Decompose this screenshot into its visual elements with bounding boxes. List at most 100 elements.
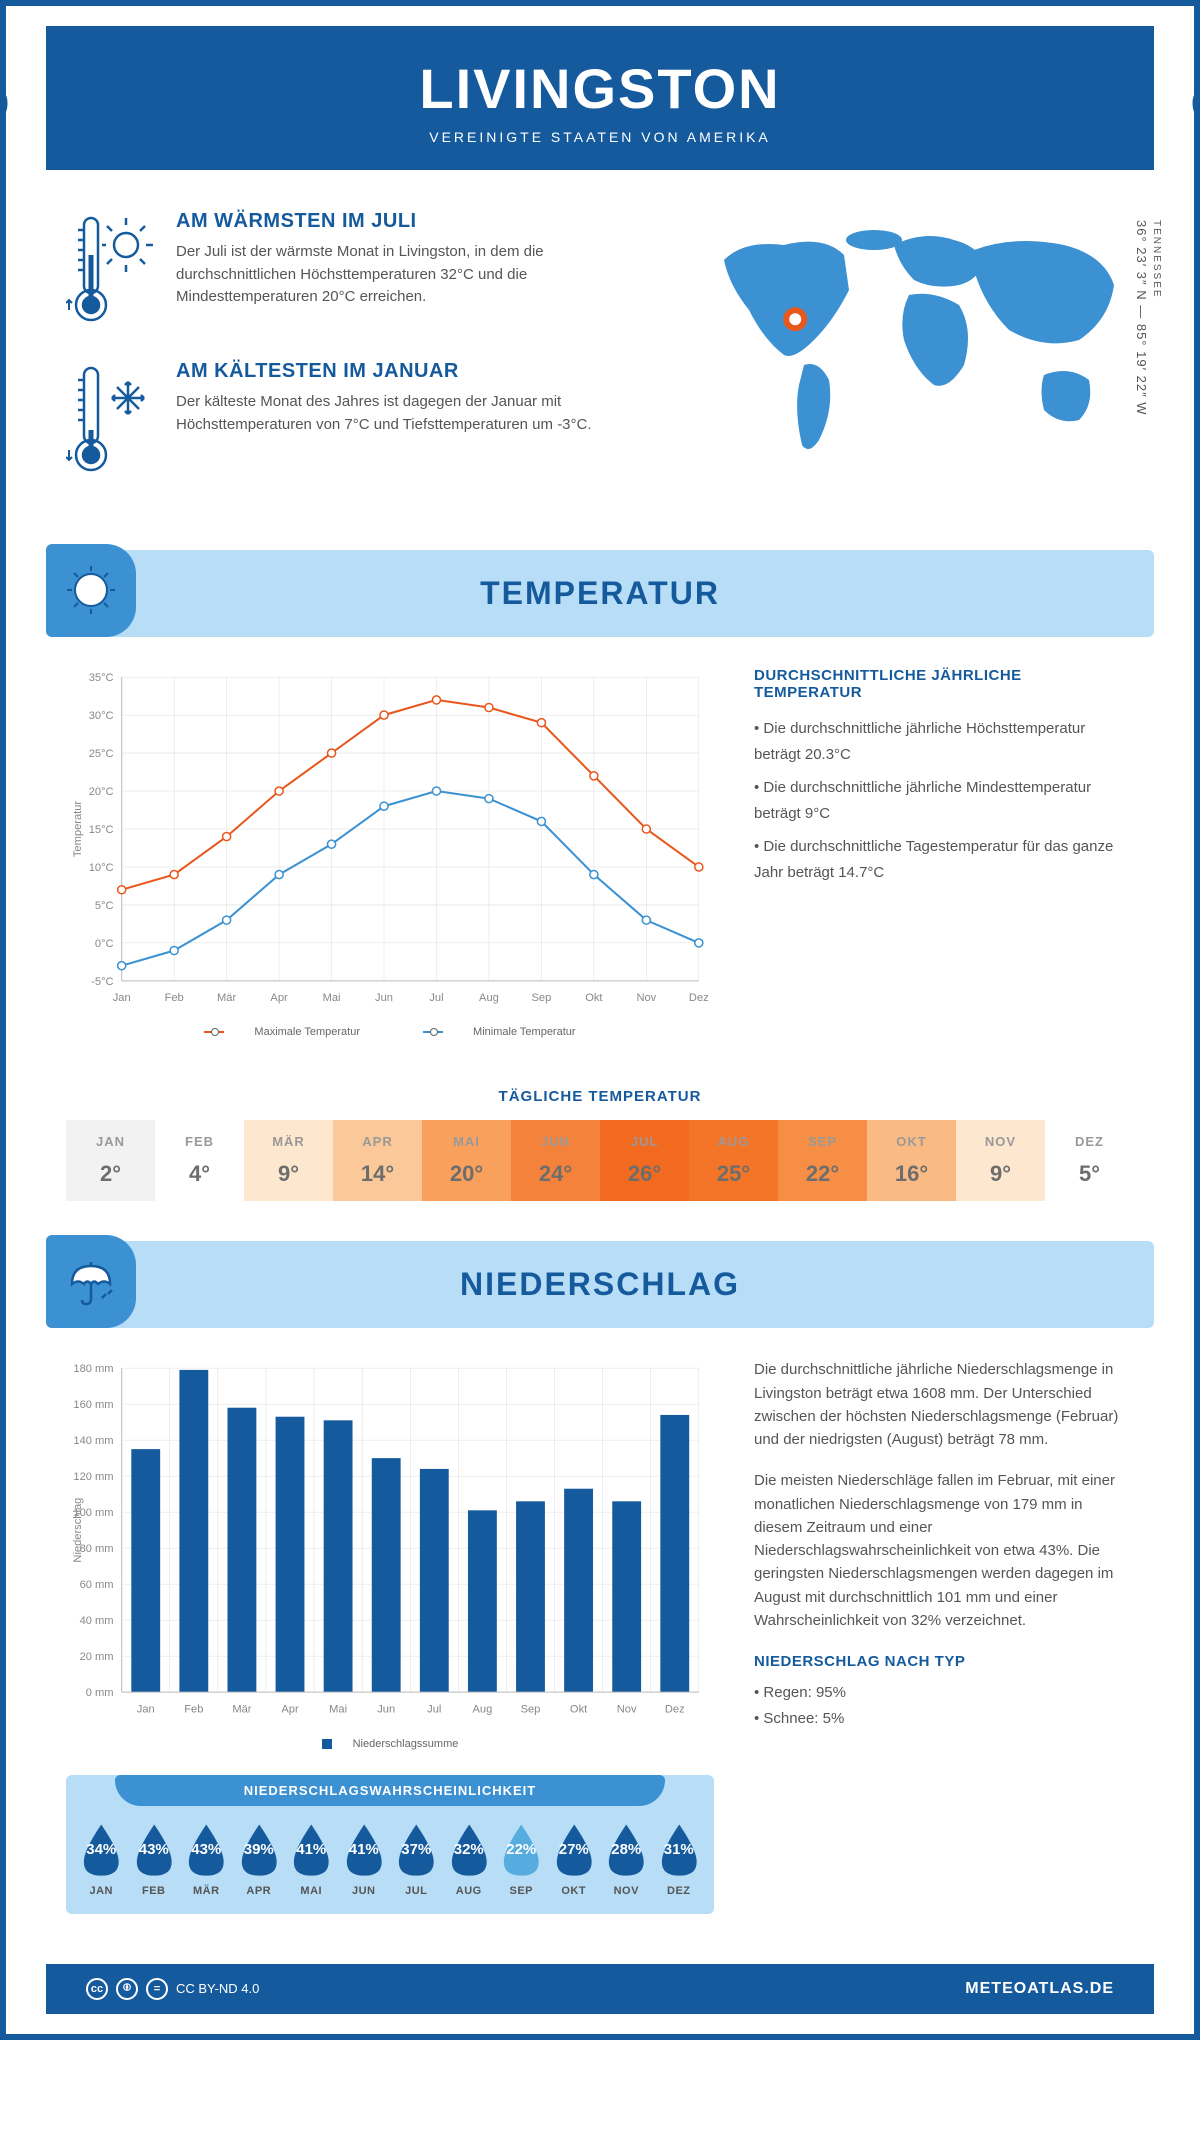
prob-month: MÄR bbox=[183, 1885, 230, 1897]
precip-section-header: NIEDERSCHLAG bbox=[46, 1241, 1154, 1328]
legend-precip: Niederschlagssumme bbox=[353, 1738, 459, 1750]
daily-temp-cell: JUL26° bbox=[600, 1120, 689, 1201]
prob-cell: 31% DEZ bbox=[656, 1821, 703, 1897]
daily-temp-cell: SEP22° bbox=[778, 1120, 867, 1201]
svg-text:0 mm: 0 mm bbox=[86, 1687, 114, 1699]
world-map: TENNESSEE 36° 23′ 3″ N — 85° 19′ 22″ W bbox=[694, 210, 1134, 510]
svg-text:160 mm: 160 mm bbox=[73, 1399, 113, 1411]
precip-chart-legend: Niederschlagssumme bbox=[66, 1738, 714, 1750]
daily-value: 4° bbox=[159, 1161, 240, 1187]
city-title: LIVINGSTON bbox=[66, 56, 1134, 121]
prob-value: 34% bbox=[86, 1841, 116, 1858]
coordinates: TENNESSEE 36° 23′ 3″ N — 85° 19′ 22″ W bbox=[1134, 220, 1164, 416]
svg-text:Jan: Jan bbox=[113, 992, 131, 1004]
precip-heading: NIEDERSCHLAG bbox=[66, 1266, 1134, 1303]
nd-icon: = bbox=[146, 1978, 168, 2000]
sun-icon bbox=[64, 563, 119, 618]
daily-temp-cell: FEB 4° bbox=[155, 1120, 244, 1201]
svg-text:Dez: Dez bbox=[665, 1704, 685, 1716]
svg-text:Apr: Apr bbox=[281, 1704, 299, 1716]
svg-text:Jul: Jul bbox=[427, 1704, 441, 1716]
prob-cell: 41% JUN bbox=[341, 1821, 388, 1897]
daily-month: SEP bbox=[782, 1134, 863, 1149]
raindrop-icon: 27% bbox=[551, 1821, 598, 1879]
svg-text:Jun: Jun bbox=[377, 1704, 395, 1716]
prob-value: 39% bbox=[244, 1841, 274, 1858]
svg-text:Feb: Feb bbox=[184, 1704, 203, 1716]
legend-min: Minimale Temperatur bbox=[473, 1026, 576, 1038]
overview-section: AM WÄRMSTEN IM JULI Der Juli ist der wär… bbox=[6, 170, 1194, 540]
prob-cell: 39% APR bbox=[236, 1821, 283, 1897]
legend-max: Maximale Temperatur bbox=[254, 1026, 360, 1038]
svg-text:Mai: Mai bbox=[323, 992, 341, 1004]
svg-text:20 mm: 20 mm bbox=[80, 1651, 114, 1663]
svg-text:Aug: Aug bbox=[472, 1704, 492, 1716]
svg-text:-5°C: -5°C bbox=[91, 976, 113, 988]
svg-text:35°C: 35°C bbox=[89, 672, 114, 684]
map-svg bbox=[694, 210, 1134, 470]
precip-type-title: NIEDERSCHLAG NACH TYP bbox=[754, 1650, 1134, 1673]
daily-month: OKT bbox=[871, 1134, 952, 1149]
svg-text:0°C: 0°C bbox=[95, 938, 114, 950]
prob-month: MAI bbox=[288, 1885, 335, 1897]
raindrop-icon: 43% bbox=[183, 1821, 230, 1879]
prob-month: APR bbox=[236, 1885, 283, 1897]
prob-month: OKT bbox=[551, 1885, 598, 1897]
precip-snow: • Schnee: 5% bbox=[754, 1707, 1134, 1730]
daily-temp-grid: JAN2°FEB4°MÄR9°APR14°MAI20°JUN24°JUL26°A… bbox=[66, 1120, 1134, 1201]
daily-temp-cell: MAI20° bbox=[422, 1120, 511, 1201]
temp-bullet-2: • Die durchschnittliche jährliche Mindes… bbox=[754, 775, 1134, 826]
prob-month: AUG bbox=[446, 1885, 493, 1897]
prob-value: 37% bbox=[401, 1841, 431, 1858]
temp-chart-legend: Maximale Temperatur Minimale Temperatur bbox=[66, 1026, 714, 1038]
svg-text:Sep: Sep bbox=[532, 992, 552, 1004]
svg-text:25°C: 25°C bbox=[89, 748, 114, 760]
daily-month: FEB bbox=[159, 1134, 240, 1149]
warmest-text: Der Juli ist der wärmste Monat in Living… bbox=[176, 241, 664, 309]
svg-text:Okt: Okt bbox=[570, 1704, 588, 1716]
location-marker-icon bbox=[786, 310, 804, 328]
wind-icon bbox=[0, 41, 26, 131]
svg-text:60 mm: 60 mm bbox=[80, 1579, 114, 1591]
raindrop-icon: 22% bbox=[498, 1821, 545, 1879]
prob-month: JAN bbox=[78, 1885, 125, 1897]
svg-text:Sep: Sep bbox=[521, 1704, 541, 1716]
daily-month: NOV bbox=[960, 1134, 1041, 1149]
svg-text:30°C: 30°C bbox=[89, 710, 114, 722]
daily-value: 24° bbox=[515, 1161, 596, 1187]
daily-temp-cell: MÄR9° bbox=[244, 1120, 333, 1201]
prob-value: 43% bbox=[139, 1841, 169, 1858]
prob-cell: 43% MÄR bbox=[183, 1821, 230, 1897]
prob-month: JUL bbox=[393, 1885, 440, 1897]
raindrop-icon: 39% bbox=[236, 1821, 283, 1879]
daily-value: 25° bbox=[693, 1161, 774, 1187]
prob-cell: 22% SEP bbox=[498, 1821, 545, 1897]
precip-p2: Die meisten Niederschläge fallen im Febr… bbox=[754, 1469, 1134, 1632]
precip-probability-box: NIEDERSCHLAGSWAHRSCHEINLICHKEIT 34% JAN … bbox=[66, 1775, 714, 1914]
svg-text:Nov: Nov bbox=[617, 1704, 637, 1716]
svg-text:180 mm: 180 mm bbox=[73, 1363, 113, 1375]
daily-value: 2° bbox=[70, 1161, 151, 1187]
daily-month: DEZ bbox=[1049, 1134, 1130, 1149]
prob-value: 41% bbox=[349, 1841, 379, 1858]
temperature-line-chart: -5°C0°C5°C10°C15°C20°C25°C30°C35°CJanFeb… bbox=[66, 667, 714, 1038]
prob-value: 28% bbox=[611, 1841, 641, 1858]
temp-info: DURCHSCHNITTLICHE JÄHRLICHE TEMPERATUR •… bbox=[754, 667, 1134, 1038]
svg-text:15°C: 15°C bbox=[89, 824, 114, 836]
temp-heading: TEMPERATUR bbox=[66, 575, 1134, 612]
svg-text:Niederschlag: Niederschlag bbox=[72, 1498, 84, 1563]
svg-text:120 mm: 120 mm bbox=[73, 1471, 113, 1483]
daily-temp-cell: OKT 16° bbox=[867, 1120, 956, 1201]
daily-value: 16° bbox=[871, 1161, 952, 1187]
temp-info-title: DURCHSCHNITTLICHE JÄHRLICHE TEMPERATUR bbox=[754, 667, 1134, 701]
svg-text:40 mm: 40 mm bbox=[80, 1615, 114, 1627]
prob-value: 27% bbox=[559, 1841, 589, 1858]
svg-text:Jul: Jul bbox=[429, 992, 443, 1004]
daily-value: 20° bbox=[426, 1161, 507, 1187]
daily-temp-cell: JAN2° bbox=[66, 1120, 155, 1201]
prob-month: SEP bbox=[498, 1885, 545, 1897]
daily-value: 14° bbox=[337, 1161, 418, 1187]
svg-text:Dez: Dez bbox=[689, 992, 709, 1004]
svg-text:Temperatur: Temperatur bbox=[72, 801, 84, 858]
prob-title: NIEDERSCHLAGSWAHRSCHEINLICHKEIT bbox=[115, 1775, 666, 1806]
